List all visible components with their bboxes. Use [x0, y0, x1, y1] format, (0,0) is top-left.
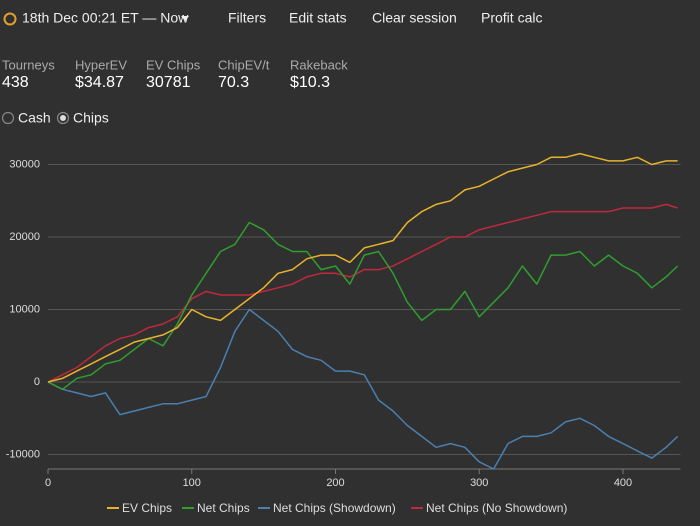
x-tick-label: 100	[183, 477, 201, 489]
legend-label[interactable]: Net Chips (No Showdown)	[426, 501, 567, 515]
header-button[interactable]: Profit calc	[481, 10, 542, 26]
stat-label: ChipEV/t	[218, 57, 270, 72]
x-tick-label: 200	[326, 477, 344, 489]
radio-button[interactable]	[1, 111, 15, 125]
header-button[interactable]: Clear session	[372, 10, 457, 26]
header-button[interactable]: Edit stats	[289, 10, 347, 26]
stat-label: HyperEV	[75, 57, 127, 72]
x-tick-label: 0	[45, 477, 51, 489]
date-range[interactable]: 18th Dec 00:21 ET — Now	[22, 10, 189, 26]
stat-label: EV Chips	[146, 57, 201, 72]
stat-label: Rakeback	[290, 57, 348, 72]
x-tick-label: 300	[470, 477, 488, 489]
stat-value: $10.3	[290, 74, 330, 91]
series-line	[47, 152, 678, 383]
y-tick-label: 10000	[9, 303, 40, 315]
y-tick-label: 0	[34, 376, 40, 388]
radio-button[interactable]	[56, 111, 70, 125]
radio-label[interactable]: Chips	[73, 110, 109, 126]
y-tick-label: 30000	[9, 158, 40, 170]
stat-value: 30781	[146, 74, 191, 91]
legend-label[interactable]: EV Chips	[122, 501, 172, 515]
y-tick-label: 20000	[9, 231, 40, 243]
stat-label: Tourneys	[2, 57, 55, 72]
stat-value: 70.3	[218, 74, 249, 91]
radio-label[interactable]: Cash	[18, 110, 51, 126]
series-line	[47, 308, 679, 470]
x-tick-label: 400	[614, 477, 632, 489]
series-line	[47, 221, 679, 391]
legend-label[interactable]: Net Chips (Showdown)	[273, 501, 396, 515]
refresh-icon[interactable]	[3, 12, 17, 26]
dropdown-caret[interactable]	[181, 16, 189, 21]
stat-value: $34.87	[75, 74, 124, 91]
stat-value: 438	[2, 74, 29, 91]
series-line	[47, 203, 678, 383]
radio-dot	[60, 115, 66, 121]
header-button[interactable]: Filters	[228, 10, 266, 26]
y-tick-label: -10000	[6, 448, 40, 460]
legend-label[interactable]: Net Chips	[197, 501, 250, 515]
